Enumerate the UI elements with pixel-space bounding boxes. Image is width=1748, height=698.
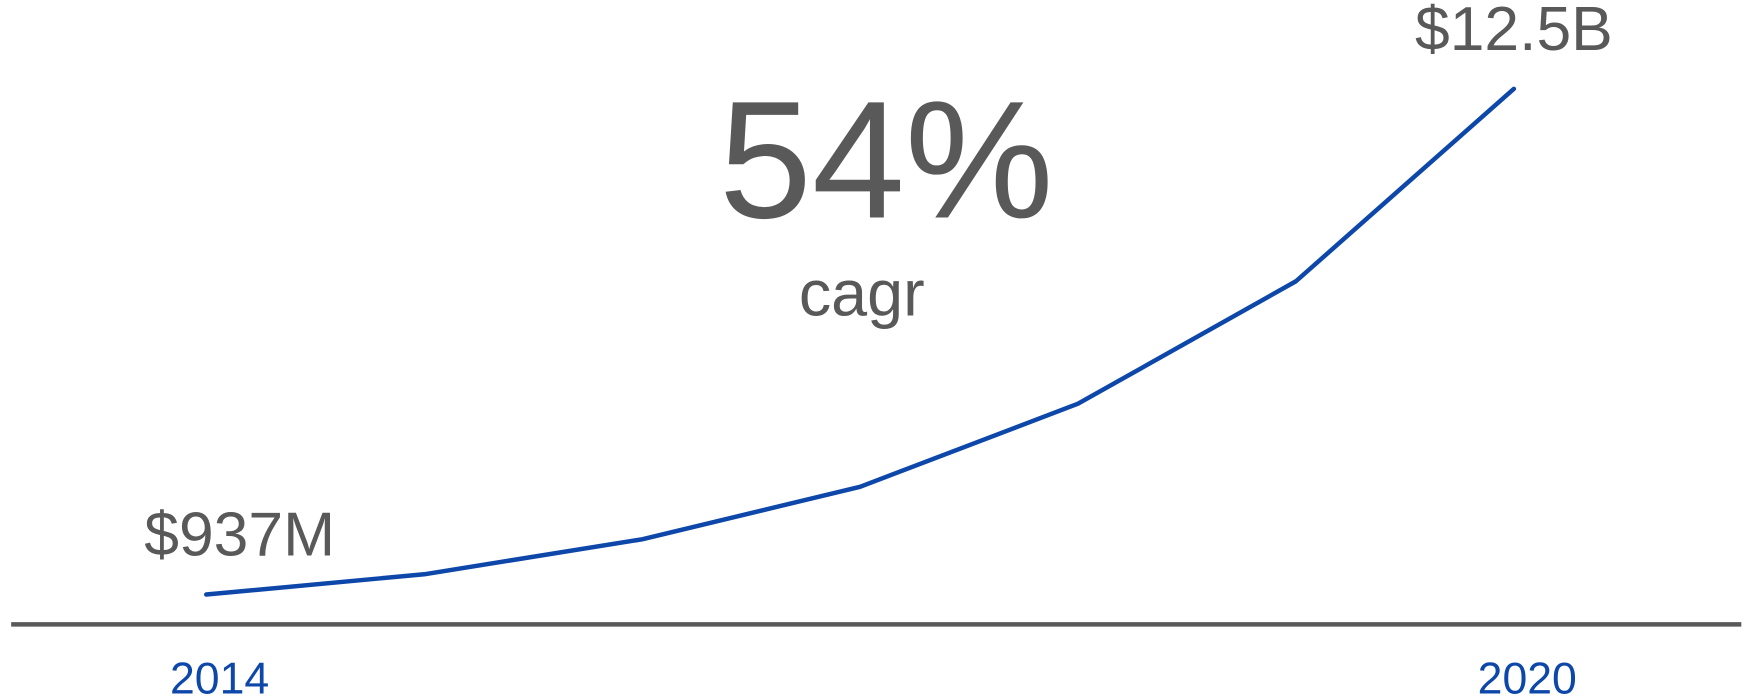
headline: 54%: [719, 67, 1054, 253]
line: [204, 86, 1517, 597]
x-tick-label: 2020: [1478, 654, 1577, 698]
value-label: $12.5B: [1415, 0, 1613, 64]
headline-subtitle: cagr: [799, 257, 925, 330]
value-label: $937M: [144, 500, 335, 570]
x-tick-label: 2014: [170, 654, 269, 698]
